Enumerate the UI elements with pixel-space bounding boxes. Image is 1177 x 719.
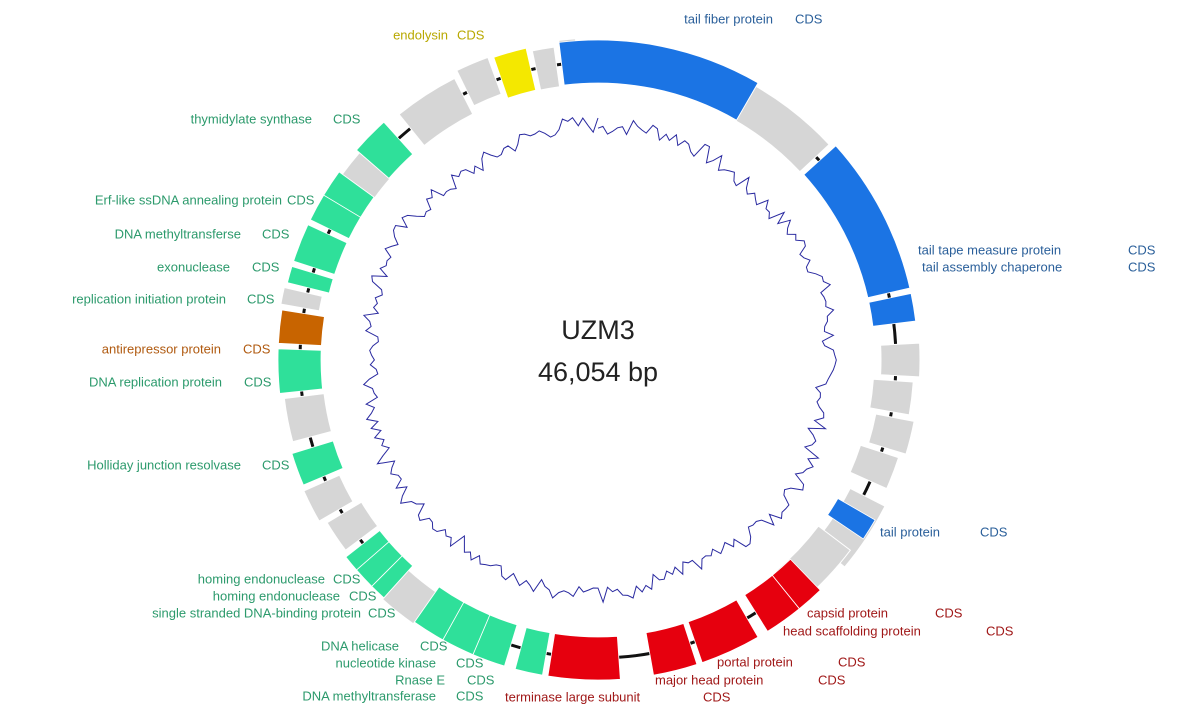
feature-type: CDS xyxy=(838,654,866,669)
feature-label: terminase large subunit xyxy=(505,689,641,704)
feature-arc xyxy=(868,292,917,327)
feature-label: DNA methyltransferse xyxy=(115,226,241,241)
feature-arc xyxy=(398,77,474,147)
feature-label: tail fiber protein xyxy=(684,11,773,26)
plasmid-name: UZM3 xyxy=(561,315,635,345)
feature-type: CDS xyxy=(703,689,731,704)
feature-type: CDS xyxy=(262,226,290,241)
feature-label: capsid protein xyxy=(807,605,888,620)
feature-label: portal protein xyxy=(717,654,793,669)
feature-type: CDS xyxy=(244,374,272,389)
feature-type: CDS xyxy=(980,524,1008,539)
feature-type: CDS xyxy=(287,192,315,207)
feature-type: CDS xyxy=(333,111,361,126)
feature-label: Erf-like ssDNA annealing protein xyxy=(95,192,282,207)
feature-type: CDS xyxy=(243,341,271,356)
feature-type: CDS xyxy=(467,672,495,687)
feature-arc xyxy=(687,599,759,664)
feature-type: CDS xyxy=(1128,242,1156,257)
feature-arc xyxy=(345,529,390,571)
feature-label: Holliday junction resolvase xyxy=(87,457,241,472)
feature-label: Rnase E xyxy=(395,672,445,687)
feature-arc xyxy=(323,171,375,218)
feature-arc xyxy=(744,574,800,632)
plasmid-length: 46,054 bp xyxy=(538,357,658,387)
feature-arc xyxy=(326,501,379,551)
feature-label: single stranded DNA-binding protein xyxy=(152,605,361,620)
feature-arc xyxy=(868,413,915,455)
gc-content-trace xyxy=(362,116,837,604)
feature-label: DNA helicase xyxy=(321,638,399,653)
feature-arc xyxy=(277,348,323,394)
feature-arc xyxy=(278,309,325,346)
feature-arc xyxy=(869,378,914,416)
feature-arc xyxy=(514,627,551,676)
feature-arc xyxy=(827,497,876,540)
feature-type: CDS xyxy=(457,27,485,42)
feature-type: CDS xyxy=(252,259,280,274)
feature-label: tail assembly chaperone xyxy=(922,259,1062,274)
feature-arc xyxy=(287,265,334,294)
feature-arc xyxy=(309,194,362,240)
feature-type: CDS xyxy=(456,655,484,670)
feature-type: CDS xyxy=(818,672,846,687)
feature-type: CDS xyxy=(333,571,361,586)
features xyxy=(277,39,917,681)
feature-arc xyxy=(303,474,354,522)
feature-label: major head protein xyxy=(655,672,763,687)
feature-label: homing endonuclease xyxy=(213,588,340,603)
feature-arc xyxy=(803,145,911,299)
feature-arc xyxy=(413,586,465,641)
feature-arc xyxy=(456,56,502,107)
feature-arc xyxy=(283,393,333,443)
feature-label: thymidylate synthase xyxy=(191,111,312,126)
feature-label: tail protein xyxy=(880,524,940,539)
feature-type: CDS xyxy=(368,605,396,620)
feature-label: exonuclease xyxy=(157,259,230,274)
feature-type: CDS xyxy=(795,11,823,26)
feature-arc xyxy=(341,151,391,199)
feature-arc xyxy=(735,85,830,173)
feature-arc xyxy=(771,558,821,610)
feature-type: CDS xyxy=(420,638,448,653)
feature-arc xyxy=(645,622,698,676)
feature-label: antirepressor protein xyxy=(102,341,221,356)
feature-type: CDS xyxy=(262,457,290,472)
feature-arc xyxy=(558,39,759,121)
feature-arc xyxy=(293,224,348,275)
feature-arc xyxy=(493,47,537,99)
feature-type: CDS xyxy=(935,605,963,620)
feature-label: DNA replication protein xyxy=(89,374,222,389)
feature-type: CDS xyxy=(986,623,1014,638)
feature-label: replication initiation protein xyxy=(72,291,226,306)
feature-type: CDS xyxy=(349,588,377,603)
feature-label: endolysin xyxy=(393,27,448,42)
feature-label: nucleotide kinase xyxy=(336,655,436,670)
feature-label: tail tape measure protein xyxy=(918,242,1061,257)
feature-type: CDS xyxy=(1128,259,1156,274)
feature-arc xyxy=(849,444,900,490)
feature-arc xyxy=(880,342,921,378)
feature-arc xyxy=(547,633,621,681)
feature-label: homing endonuclease xyxy=(198,571,325,586)
feature-arc xyxy=(355,121,414,179)
feature-arc xyxy=(291,440,344,486)
feature-label: head scaffolding protein xyxy=(783,623,921,638)
feature-arc xyxy=(531,46,561,91)
feature-type: CDS xyxy=(247,291,275,306)
feature-label: DNA methyltransferase xyxy=(302,688,436,703)
feature-type: CDS xyxy=(456,688,484,703)
feature-arc xyxy=(280,286,323,312)
